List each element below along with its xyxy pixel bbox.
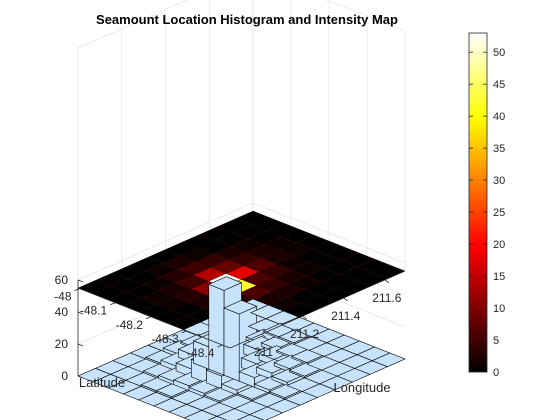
colorbar-tick-label: 45 xyxy=(493,79,505,91)
colorbar-tick-label: 10 xyxy=(493,303,505,315)
x-tick-label: 211.2 xyxy=(290,327,319,341)
colorbar-tick-label: 40 xyxy=(493,111,505,123)
z-tick-label: 0 xyxy=(61,369,68,383)
axes xyxy=(74,270,406,379)
colorbar-tick-label: 20 xyxy=(493,239,505,251)
colorbar-tick-label: 50 xyxy=(493,47,505,59)
colorbar-tick-label: 30 xyxy=(493,175,505,187)
z-tick-label: 60 xyxy=(55,273,69,287)
tick-labels: 211 211.2 211.4 211.6 -48 -48.1 -48.2 -48.3 -48.… xyxy=(54,273,402,383)
colorbar-ticks: 0 5 10 15 20 25 30 35 40 45 50 xyxy=(469,47,505,379)
histogram-bar xyxy=(271,368,306,386)
z-tick-label: 20 xyxy=(55,337,69,351)
histogram-bar xyxy=(371,352,406,368)
z-tick-label: 40 xyxy=(55,305,69,319)
y-tick-label: -48 xyxy=(54,290,72,304)
y-tick-label: -48.4 xyxy=(187,346,215,360)
x-tick-label: 211.6 xyxy=(372,291,401,305)
x-axis-label: Longitude xyxy=(333,380,390,395)
colorbar xyxy=(468,32,488,373)
y-tick-label: -48.1 xyxy=(80,304,108,318)
x-tick-label: 211 xyxy=(254,345,273,359)
y-axis-label: Latitude xyxy=(79,375,125,390)
colorbar-tick-label: 0 xyxy=(493,367,499,379)
colorbar-tick-label: 35 xyxy=(493,143,505,155)
colorbar-tick-label: 5 xyxy=(493,335,499,347)
y-tick-label: -48.3 xyxy=(151,332,179,346)
chart-title: Seamount Location Histogram and Intensit… xyxy=(96,12,398,27)
colorbar-tick-label: 25 xyxy=(493,207,505,219)
y-tick-label: -48.2 xyxy=(116,318,144,332)
x-tick-label: 211.4 xyxy=(331,309,360,323)
colorbar-tick-label: 15 xyxy=(493,271,505,283)
